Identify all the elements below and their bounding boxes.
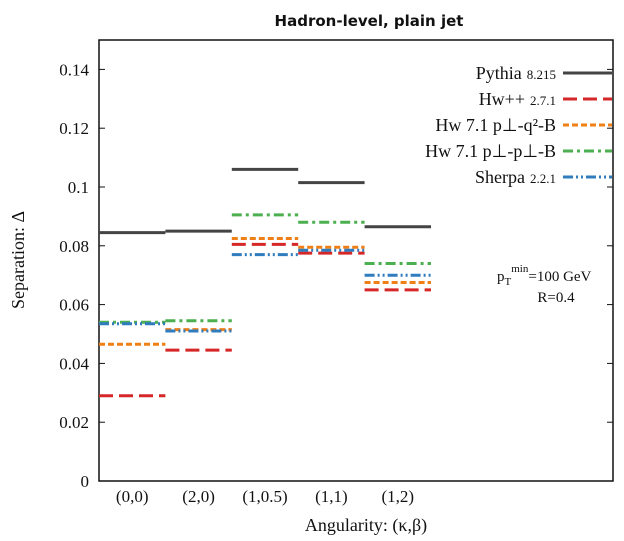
plot-border — [98, 39, 614, 482]
radius-annotation: R=0.4 — [537, 290, 575, 306]
series-0 — [99, 167, 431, 235]
legend: Pythia 8.215 Hw++ 2.7.1 Hw 7.1 p⊥-q²-B Hw 7.1… — [425, 63, 612, 187]
y-tick-label: 0.08 — [59, 237, 89, 256]
x-axis-label: Angularity: (κ,β) — [305, 515, 427, 536]
x-axis-ticks: (0,0) (2,0) (1,0.5) (1,1) (1,2) — [116, 487, 414, 506]
x-tick-label: (1,1) — [315, 487, 348, 506]
series-3 — [99, 213, 431, 324]
series-1 — [99, 242, 431, 398]
ptmin-superscript: min — [511, 263, 529, 275]
ptmin-subscript: T — [505, 276, 512, 288]
chart-title: Hadron-level, plain jet — [275, 12, 464, 30]
legend-label: Hw 7.1 p⊥-q²-B — [435, 115, 556, 135]
y-tick-label: 0.14 — [59, 60, 89, 79]
y-tick-label: 0.02 — [59, 413, 89, 432]
series-layer — [99, 167, 431, 398]
x-tick-label: (1,0.5) — [242, 487, 287, 506]
y-tick-label: 0.04 — [59, 354, 89, 373]
ptmin-symbol: p — [497, 269, 505, 285]
x-tick-label: (2,0) — [182, 487, 215, 506]
y-tick-label: 0.12 — [59, 119, 89, 138]
y-tick-label: 0.1 — [68, 178, 89, 197]
x-tick-label: (0,0) — [116, 487, 149, 506]
legend-item-0: Pythia 8.215 — [476, 63, 612, 83]
svg-text:pTmin=100 GeV: pTmin=100 GeV — [497, 263, 592, 288]
x-tick-label: (1,2) — [382, 487, 415, 506]
legend-label: Sherpa 2.2.1 — [475, 167, 556, 187]
legend-item-1: Hw++ 2.7.1 — [479, 89, 612, 109]
y-axis-label: Separation: Δ — [8, 211, 28, 309]
y-tick-label: 0 — [81, 472, 90, 491]
y-tick-label: 0.06 — [59, 296, 89, 315]
series-4 — [99, 248, 431, 333]
series-2 — [99, 236, 431, 346]
legend-item-4: Sherpa 2.2.1 — [475, 167, 612, 187]
legend-label: Pythia 8.215 — [476, 63, 556, 83]
legend-item-3: Hw 7.1 p⊥-p⊥-B — [425, 141, 612, 161]
legend-label: Hw 7.1 p⊥-p⊥-B — [425, 141, 556, 161]
legend-label: Hw++ 2.7.1 — [479, 89, 556, 109]
legend-item-2: Hw 7.1 p⊥-q²-B — [435, 115, 612, 135]
ptmin-value: =100 GeV — [528, 269, 591, 285]
y-axis-ticks: 0 0.02 0.04 0.06 0.08 0.1 0.12 0.14 — [59, 60, 613, 491]
plot-frame — [98, 39, 614, 482]
ptmin-annotation: pTmin=100 GeV R=0.4 — [497, 263, 592, 306]
